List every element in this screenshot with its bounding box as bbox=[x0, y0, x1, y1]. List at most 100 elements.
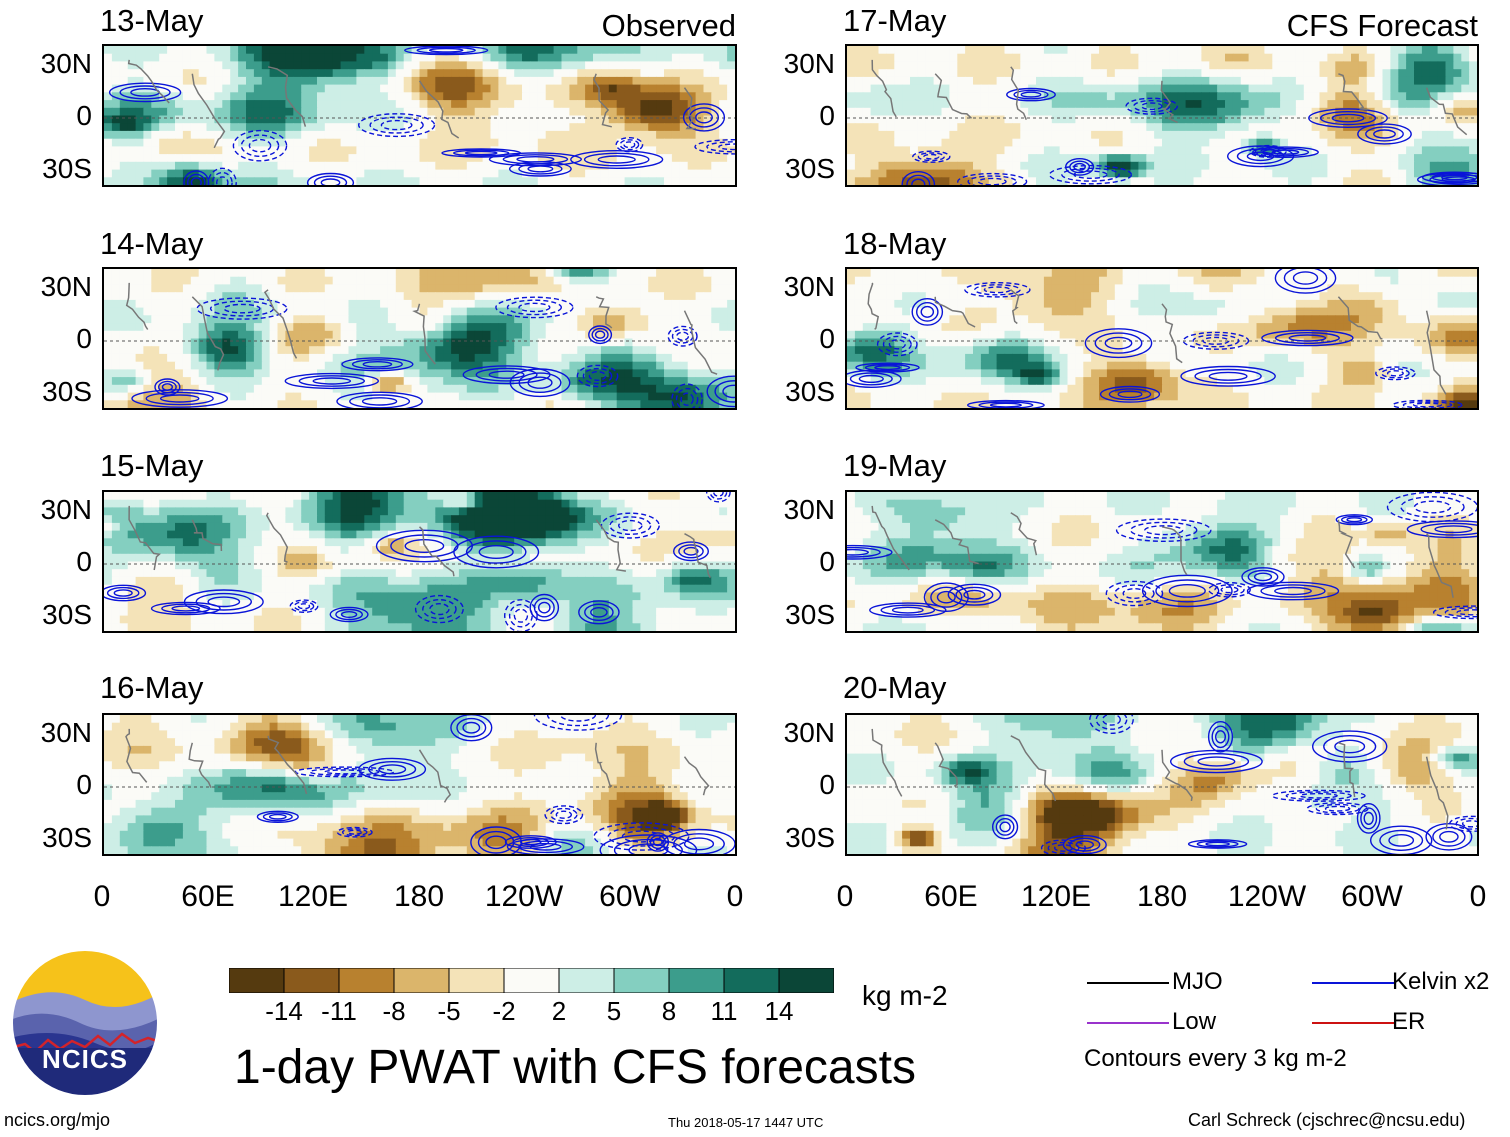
y-tick-r1-c1-2: 30S bbox=[785, 376, 835, 407]
y-tick-r0-c0-2: 30S bbox=[42, 153, 92, 184]
y-tick-r3-c1-2: 30S bbox=[785, 822, 835, 853]
panel-date-15-may: 15-May bbox=[100, 448, 204, 483]
map-field-2 bbox=[104, 492, 735, 631]
y-tick-r2-c1-2: 30S bbox=[785, 599, 835, 630]
map-field-1 bbox=[104, 269, 735, 408]
contour-note: Contours every 3 kg m-2 bbox=[1084, 1045, 1347, 1072]
map-panel-17-may bbox=[845, 44, 1479, 187]
y-tick-r3-c1-1: 0 bbox=[819, 769, 835, 800]
colorbar-swatch-7 bbox=[613, 967, 670, 994]
map-panel-18-may bbox=[845, 267, 1479, 410]
ncics-logo-text: NCICS bbox=[42, 1044, 128, 1074]
colorbar-label-5: 2 bbox=[551, 996, 567, 1026]
colorbar-unit: kg m-2 bbox=[862, 980, 948, 1011]
x-tick-left-0: 0 bbox=[93, 880, 111, 913]
colorbar-label-3: -5 bbox=[437, 996, 461, 1026]
footer-timestamp: Thu 2018-05-17 1447 UTC bbox=[668, 1115, 824, 1130]
chart-title: 1-day PWAT with CFS forecasts bbox=[234, 1041, 916, 1094]
colorbar-label-2: -8 bbox=[382, 996, 406, 1026]
panel-date-14-may: 14-May bbox=[100, 226, 204, 261]
colorbar-swatch-2 bbox=[338, 967, 395, 994]
observed-header: Observed bbox=[601, 8, 736, 43]
colorbar-label-4: -2 bbox=[492, 996, 516, 1026]
map-panel-14-may bbox=[102, 267, 737, 410]
map-panel-20-may bbox=[845, 713, 1479, 856]
y-tick-r3-c0-2: 30S bbox=[42, 822, 92, 853]
map-field-0 bbox=[104, 46, 735, 185]
map-panel-15-may bbox=[102, 490, 737, 633]
x-tick-left-120e: 120E bbox=[277, 880, 349, 913]
y-tick-r2-c1-0: 30N bbox=[783, 494, 835, 525]
colorbar-label-9: 14 bbox=[764, 996, 794, 1026]
x-tick-right-180: 180 bbox=[1136, 880, 1188, 913]
colorbar-label-6: 5 bbox=[606, 996, 622, 1026]
colorbar-label-7: 8 bbox=[661, 996, 677, 1026]
y-tick-r0-c1-2: 30S bbox=[785, 153, 835, 184]
x-tick-right-0: 0 bbox=[836, 880, 854, 913]
y-tick-r3-c0-1: 0 bbox=[76, 769, 92, 800]
y-tick-r0-c0-1: 0 bbox=[76, 100, 92, 131]
x-tick-left-180: 180 bbox=[393, 880, 445, 913]
colorbar-label-1: -11 bbox=[321, 996, 357, 1026]
map-panel-19-may bbox=[845, 490, 1479, 633]
colorbar-swatch-1 bbox=[283, 967, 340, 994]
panel-date-13-may: 13-May bbox=[100, 3, 204, 38]
colorbar-swatch-5 bbox=[503, 967, 560, 994]
map-panel-16-may bbox=[102, 713, 737, 856]
legend-line-low bbox=[1087, 1022, 1169, 1024]
y-tick-r0-c1-1: 0 bbox=[819, 100, 835, 131]
x-tick-left-60w: 60W bbox=[599, 880, 661, 913]
colorbar-swatches bbox=[228, 967, 835, 994]
legend-label-er: ER bbox=[1392, 1008, 1426, 1035]
y-tick-r2-c0-2: 30S bbox=[42, 599, 92, 630]
colorbar-label-8: 11 bbox=[710, 996, 738, 1026]
colorbar-swatch-6 bbox=[558, 967, 615, 994]
footer-credit: Carl Schreck (cjschrec@ncsu.edu) bbox=[1188, 1110, 1466, 1130]
map-field-4 bbox=[847, 46, 1477, 185]
x-tick-right-60e: 60E bbox=[924, 880, 978, 913]
x-tick-left-0-end: 0 bbox=[726, 880, 744, 913]
x-tick-left-120w: 120W bbox=[484, 880, 564, 913]
legend-label-kelvin: Kelvin x2 bbox=[1392, 968, 1490, 995]
legend-line-er bbox=[1312, 1022, 1394, 1024]
map-field-7 bbox=[847, 715, 1477, 854]
y-tick-r3-c1-0: 30N bbox=[783, 717, 835, 748]
colorbar-swatch-10 bbox=[778, 967, 835, 994]
x-tick-right-120w: 120W bbox=[1227, 880, 1307, 913]
ncics-logo: NCICS bbox=[10, 948, 160, 1098]
x-tick-right-120e: 120E bbox=[1020, 880, 1092, 913]
panel-date-16-may: 16-May bbox=[100, 670, 204, 705]
colorbar-swatch-9 bbox=[723, 967, 780, 994]
x-tick-left-60e: 60E bbox=[181, 880, 235, 913]
map-field-3 bbox=[104, 715, 735, 854]
map-panel-13-may bbox=[102, 44, 737, 187]
map-field-6 bbox=[847, 492, 1477, 631]
colorbar-label-0: -14 bbox=[265, 996, 303, 1026]
map-field-5 bbox=[847, 269, 1477, 408]
y-tick-r1-c0-2: 30S bbox=[42, 376, 92, 407]
ncics-logo-graphic bbox=[11, 949, 159, 1097]
y-tick-r1-c0-0: 30N bbox=[40, 271, 92, 302]
y-tick-r2-c0-1: 0 bbox=[76, 546, 92, 577]
panel-date-17-may: 17-May bbox=[843, 3, 947, 38]
x-tick-right-0-end: 0 bbox=[1469, 880, 1487, 913]
y-tick-r1-c1-1: 0 bbox=[819, 323, 835, 354]
colorbar-swatch-8 bbox=[668, 967, 725, 994]
y-tick-r1-c1-0: 30N bbox=[783, 271, 835, 302]
footer-url[interactable]: ncics.org/mjo bbox=[4, 1110, 111, 1130]
legend-line-mjo bbox=[1087, 982, 1169, 984]
panel-date-18-may: 18-May bbox=[843, 226, 947, 261]
y-tick-r1-c0-1: 0 bbox=[76, 323, 92, 354]
y-tick-r2-c1-1: 0 bbox=[819, 546, 835, 577]
legend-label-mjo: MJO bbox=[1172, 968, 1223, 995]
colorbar bbox=[228, 967, 835, 994]
legend-line-kelvin bbox=[1312, 982, 1394, 984]
colorbar-swatch-0 bbox=[228, 967, 285, 994]
legend-label-low: Low bbox=[1172, 1008, 1217, 1035]
forecast-header: CFS Forecast bbox=[1286, 8, 1478, 43]
panel-date-20-may: 20-May bbox=[843, 670, 947, 705]
y-tick-r2-c0-0: 30N bbox=[40, 494, 92, 525]
y-tick-r0-c0-0: 30N bbox=[40, 48, 92, 79]
y-tick-r0-c1-0: 30N bbox=[783, 48, 835, 79]
panel-date-19-may: 19-May bbox=[843, 448, 947, 483]
